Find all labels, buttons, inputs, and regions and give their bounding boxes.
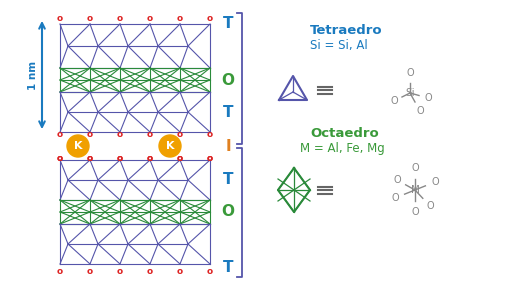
Text: O: O: [406, 68, 414, 78]
Circle shape: [67, 135, 89, 157]
Text: o: o: [87, 14, 93, 22]
Text: o: o: [57, 268, 63, 277]
Text: M = Al, Fe, Mg: M = Al, Fe, Mg: [300, 141, 385, 155]
Text: o: o: [57, 14, 63, 22]
Text: O: O: [411, 163, 419, 173]
Text: M: M: [411, 185, 420, 195]
Text: o: o: [207, 153, 213, 163]
Text: O: O: [393, 175, 401, 185]
Text: o: o: [147, 129, 153, 139]
Text: Si: Si: [405, 88, 415, 98]
Text: O: O: [426, 201, 434, 211]
Circle shape: [159, 135, 181, 157]
Text: o: o: [207, 129, 213, 139]
Text: I: I: [225, 139, 231, 153]
Text: o: o: [147, 268, 153, 277]
Text: o: o: [87, 153, 93, 163]
Text: Tetraedro: Tetraedro: [310, 23, 383, 37]
Text: 1 nm: 1 nm: [28, 60, 38, 90]
Text: O: O: [416, 106, 424, 116]
Text: T: T: [223, 172, 233, 188]
Text: o: o: [177, 14, 183, 22]
Text: o: o: [147, 14, 153, 22]
Text: o: o: [147, 153, 153, 163]
Text: O: O: [391, 193, 399, 203]
Text: o: o: [147, 153, 153, 163]
Text: o: o: [207, 14, 213, 22]
Text: Octaedro: Octaedro: [310, 127, 379, 140]
Text: o: o: [117, 153, 123, 163]
Text: o: o: [117, 153, 123, 163]
Text: K: K: [166, 141, 174, 151]
Text: T: T: [223, 104, 233, 120]
Text: o: o: [207, 153, 213, 163]
Text: o: o: [177, 268, 183, 277]
Text: O: O: [424, 93, 432, 103]
Text: o: o: [57, 129, 63, 139]
Text: O: O: [221, 205, 234, 220]
Text: o: o: [177, 153, 183, 163]
Text: o: o: [117, 268, 123, 277]
Text: Si = Si, Al: Si = Si, Al: [310, 38, 368, 51]
Text: O: O: [431, 177, 439, 187]
Text: o: o: [57, 153, 63, 163]
Text: O: O: [411, 207, 419, 217]
Text: o: o: [57, 153, 63, 163]
Text: T: T: [223, 260, 233, 274]
Text: K: K: [74, 141, 82, 151]
Text: o: o: [87, 153, 93, 163]
Text: T: T: [223, 15, 233, 30]
Text: o: o: [87, 129, 93, 139]
Text: o: o: [117, 14, 123, 22]
Text: o: o: [177, 129, 183, 139]
Text: O: O: [221, 72, 234, 87]
Text: o: o: [177, 153, 183, 163]
Text: o: o: [207, 268, 213, 277]
Text: o: o: [117, 129, 123, 139]
Text: o: o: [87, 268, 93, 277]
Text: O: O: [390, 96, 398, 106]
